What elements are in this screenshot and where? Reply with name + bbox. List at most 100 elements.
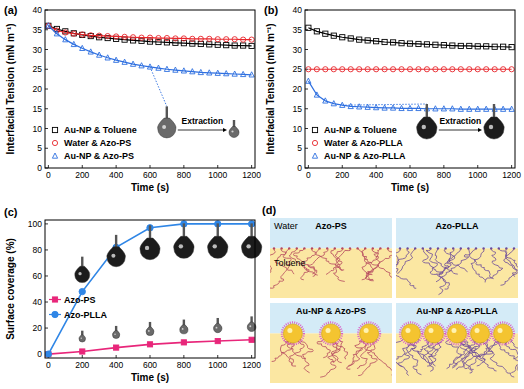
y-tick-label: 10 <box>33 124 43 134</box>
gold-nanoparticle <box>448 324 467 343</box>
y-tick-label: 20 <box>33 323 43 333</box>
data-point <box>475 106 480 111</box>
data-point <box>198 41 203 46</box>
x-tick-label: 0 <box>306 170 311 180</box>
y-tick-label: 30 <box>33 45 43 55</box>
legend-label: Au-NP & Toluene <box>64 125 137 135</box>
data-point <box>114 57 119 62</box>
data-point <box>450 43 455 48</box>
anchor-group <box>379 247 381 249</box>
figure: (a)0200400600800100012000510152025303540… <box>0 0 524 389</box>
anchor-group <box>460 247 462 249</box>
droplet-highlight <box>213 244 217 248</box>
droplet-highlight <box>111 254 115 258</box>
droplet-highlight <box>246 244 250 248</box>
data-point <box>207 36 212 41</box>
anchor-group <box>303 247 305 249</box>
nanoparticle-highlight <box>364 328 369 333</box>
data-point <box>323 98 328 103</box>
data-point <box>207 70 212 75</box>
legend-label: Au-NP & Azo-PS <box>64 151 134 161</box>
ligand-shell <box>492 322 514 344</box>
y-tick-label: 5 <box>297 143 302 153</box>
data-point <box>501 67 506 72</box>
toluene-phase <box>270 248 392 298</box>
droplet-highlight <box>422 125 426 129</box>
y-tick-label: 0 <box>37 163 42 173</box>
data-point <box>416 67 421 72</box>
anchor-group <box>482 247 484 249</box>
data-point <box>224 71 229 76</box>
data-point <box>365 38 370 43</box>
data-point <box>424 42 429 47</box>
data-point <box>433 67 438 72</box>
y-tick-label: 20 <box>33 84 43 94</box>
nanoparticle-highlight <box>287 328 292 333</box>
polymer-chain <box>511 339 518 377</box>
nanoparticle-highlight <box>428 328 433 333</box>
data-point <box>382 105 387 110</box>
y-axis-label: Surface coverage (%) <box>5 238 16 340</box>
legend-marker <box>52 153 57 158</box>
needle <box>233 120 235 127</box>
polymer-chain <box>358 339 377 376</box>
gold-nanoparticle <box>360 324 379 343</box>
data-point <box>224 43 229 48</box>
droplet-body <box>75 266 90 282</box>
polymer-chain <box>396 248 416 288</box>
x-tick-label: 800 <box>437 170 451 180</box>
needle <box>183 223 185 237</box>
polymer-chain <box>439 248 461 273</box>
cell-content <box>396 303 518 383</box>
ligand-shell <box>320 322 342 344</box>
panel-label: (d) <box>262 204 276 216</box>
data-point <box>164 35 169 40</box>
data-point <box>249 43 254 48</box>
needle <box>166 106 168 119</box>
data-point <box>80 45 85 50</box>
data-point <box>198 36 203 41</box>
x-tick-label: 1000 <box>208 170 227 180</box>
droplet-body <box>417 117 437 139</box>
series-line <box>48 224 251 354</box>
droplet <box>79 331 86 342</box>
cell-content <box>270 303 392 383</box>
cell-label: Azo-PLLA <box>436 221 479 231</box>
data-point <box>215 70 220 75</box>
y-tick-label: 20 <box>293 84 303 94</box>
legend-label: Azo-PS <box>64 295 96 305</box>
y-tick-label: 15 <box>33 104 43 114</box>
polymer-chain <box>436 248 470 281</box>
droplet-highlight <box>114 333 116 335</box>
data-point <box>122 34 127 39</box>
data-point <box>147 64 152 69</box>
data-point <box>458 106 463 111</box>
data-point <box>509 67 514 72</box>
panel-label: (a) <box>4 4 18 16</box>
droplet-highlight <box>249 325 251 327</box>
schematic-cell: Au-NP & Azo-PS <box>270 303 395 383</box>
data-point <box>357 37 362 42</box>
data-point <box>232 37 237 42</box>
anchor-group <box>498 247 500 249</box>
droplet <box>158 106 176 137</box>
gold-nanoparticle <box>471 324 490 343</box>
anchor-group <box>429 247 431 249</box>
plot-data <box>46 23 254 77</box>
data-point <box>54 31 59 36</box>
y-axis-label: Interfacial Tension (mN m⁻¹) <box>5 23 16 154</box>
data-point <box>374 67 379 72</box>
anchor-group <box>399 247 401 249</box>
polymer-chain <box>365 339 392 375</box>
droplet-body <box>140 238 160 260</box>
anchor-group <box>364 247 366 249</box>
annotation: Extraction <box>150 67 239 138</box>
data-point <box>407 67 412 72</box>
polymer-chain <box>326 248 343 274</box>
legend-label: Water & Azo-PLLA <box>324 138 403 148</box>
anchor-group <box>406 247 408 249</box>
droplet <box>180 320 188 334</box>
droplet-highlight <box>78 272 81 275</box>
polymer-chain <box>452 339 476 368</box>
anchor-group <box>296 247 298 249</box>
